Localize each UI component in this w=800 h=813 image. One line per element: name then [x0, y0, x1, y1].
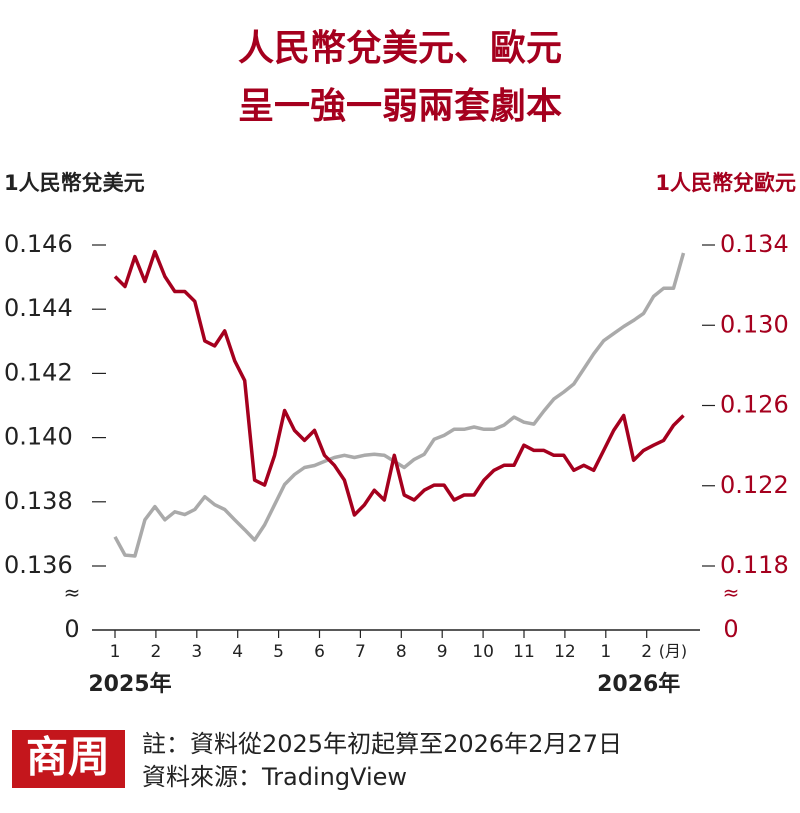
x-tick-label: 10 [472, 642, 494, 662]
x-tick-label: 4 [232, 642, 243, 662]
y-base-label: 0 [64, 615, 79, 643]
axis-break: ≈ [64, 581, 81, 605]
line-series [113, 249, 685, 517]
x-tick-label: 5 [273, 642, 284, 662]
x-tick-label: 8 [396, 642, 407, 662]
year-label: 2026年 [597, 671, 680, 697]
x-tick-label: 11 [513, 642, 535, 662]
y2-tick-label: 0.134 [720, 230, 789, 258]
chart-title: 呈一強一弱兩套劇本 [238, 86, 562, 127]
x-tick-label: 12 [554, 642, 576, 662]
note: 註：資料從2025年初起算至2026年2月27日 [142, 730, 622, 758]
axis-break: ≈ [723, 581, 740, 605]
y2-axis-title: 1人民幣兌歐元 [655, 171, 796, 195]
logo-box [12, 730, 125, 788]
x-tick-label: 3 [191, 642, 202, 662]
x-tick-label: 1 [110, 642, 121, 662]
y2-tick-label: 0.122 [720, 471, 789, 499]
x-tick-label: 2 [641, 642, 652, 662]
y-tick-label: 0.138 [4, 487, 73, 515]
y-tick-label: 0.140 [4, 423, 73, 451]
x-tick-label: 7 [355, 642, 366, 662]
chart-title: 人民幣兌美元、歐元 [238, 28, 562, 69]
y2-tick-label: 0.118 [720, 551, 789, 579]
y2-tick-label: 0.130 [720, 310, 789, 338]
y-tick-label: 0.142 [4, 358, 73, 386]
x-tick-label: 1 [600, 642, 611, 662]
logo: 商周 [26, 733, 110, 782]
line-series [113, 252, 686, 558]
x-tick-label: 2 [150, 642, 161, 662]
note: 資料來源：TradingView [142, 763, 407, 791]
y2-base-label: 0 [723, 615, 738, 643]
x-unit: (月) [659, 642, 688, 661]
y-tick-label: 0.136 [4, 551, 73, 579]
y-tick-label: 0.144 [4, 294, 73, 322]
y-tick-label: 0.146 [4, 230, 73, 258]
y-axis-title: 1人民幣兌美元 [4, 171, 145, 195]
year-label: 2025年 [88, 671, 171, 697]
x-tick-label: 6 [314, 642, 325, 662]
y2-tick-label: 0.126 [720, 391, 789, 419]
x-tick-label: 9 [437, 642, 448, 662]
